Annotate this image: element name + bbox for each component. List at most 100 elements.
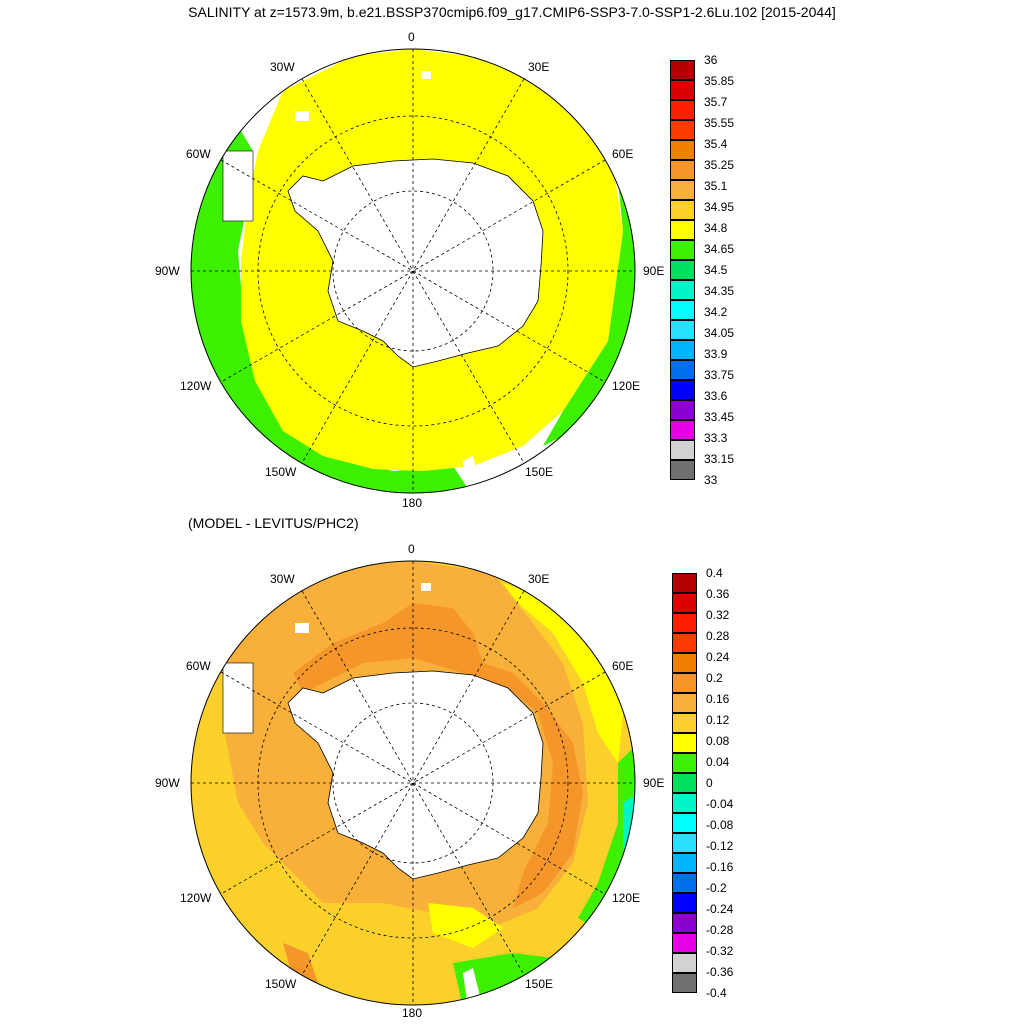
colorbar-swatch bbox=[672, 873, 697, 893]
colorbar-swatch bbox=[672, 653, 697, 673]
colorbar-swatch bbox=[672, 673, 697, 693]
lon-label-30w: 30W bbox=[270, 60, 295, 74]
colorbar-swatch bbox=[670, 240, 695, 260]
plot-title: SALINITY at z=1573.9m, b.e21.BSSP370cmip… bbox=[188, 4, 836, 20]
colorbar-swatch bbox=[670, 200, 695, 220]
colorbar-swatch bbox=[672, 773, 697, 793]
colorbar-swatch bbox=[672, 733, 697, 753]
lon-label-120w: 120W bbox=[180, 379, 212, 393]
colorbar-label: 34.05 bbox=[704, 326, 735, 340]
lon-label-120w: 120W bbox=[180, 891, 212, 905]
colorbar-swatch bbox=[672, 813, 697, 833]
lon-label-150w: 150W bbox=[265, 465, 297, 479]
colorbar-label: 34.35 bbox=[704, 284, 735, 298]
colorbar-label: 33.45 bbox=[704, 410, 735, 424]
lon-label-30e: 30E bbox=[528, 572, 550, 586]
lon-label-60e: 60E bbox=[612, 659, 634, 673]
colorbar-label: 34.95 bbox=[704, 200, 735, 214]
colorbar-label: 0.36 bbox=[706, 587, 730, 601]
lon-label-90e: 90E bbox=[643, 264, 665, 278]
colorbar-swatch bbox=[670, 360, 695, 380]
colorbar-swatch bbox=[670, 260, 695, 280]
colorbar-label: 0.4 bbox=[706, 566, 723, 580]
lon-label-120e: 120E bbox=[612, 891, 641, 905]
graticule bbox=[191, 49, 635, 493]
colorbar-swatch bbox=[672, 953, 697, 973]
colorbar-swatch bbox=[672, 833, 697, 853]
lon-label-150e: 150E bbox=[525, 977, 554, 991]
colorbar-label: 35.85 bbox=[704, 74, 735, 88]
lon-label-0: 0 bbox=[408, 30, 415, 44]
colorbar-swatch bbox=[672, 893, 697, 913]
colorbar-label: 0.32 bbox=[706, 608, 730, 622]
colorbar-swatch bbox=[670, 460, 695, 480]
colorbar-swatch bbox=[670, 100, 695, 120]
south-america-tip bbox=[222, 150, 254, 222]
lon-label-180: 180 bbox=[402, 1006, 423, 1020]
lon-label-90w: 90W bbox=[155, 776, 180, 790]
colorbar-swatch bbox=[672, 973, 697, 993]
colorbar-swatch bbox=[670, 220, 695, 240]
lon-label-60w: 60W bbox=[186, 659, 211, 673]
island-patch bbox=[421, 71, 431, 79]
diff-region-cyan-e bbox=[623, 793, 635, 873]
colorbar-swatch bbox=[670, 340, 695, 360]
colorbar-label: 0.2 bbox=[706, 671, 723, 685]
colorbar-label: 35.1 bbox=[704, 179, 728, 193]
colorbar-label: -0.4 bbox=[706, 986, 727, 1000]
colorbar-label: 35.25 bbox=[704, 158, 735, 172]
colorbar-swatch bbox=[672, 913, 697, 933]
colorbar-label: 36 bbox=[704, 53, 718, 67]
colorbar-swatch bbox=[672, 633, 697, 653]
colorbar-label: 33.75 bbox=[704, 368, 735, 382]
colorbar-swatch bbox=[672, 713, 697, 733]
colorbar-swatch bbox=[670, 380, 695, 400]
colorbar-swatch bbox=[670, 280, 695, 300]
lon-label-90e: 90E bbox=[643, 776, 665, 790]
lon-label-30e: 30E bbox=[528, 60, 550, 74]
colorbar-swatch bbox=[670, 160, 695, 180]
diff-region-orange bbox=[293, 603, 583, 908]
colorbar-label: -0.36 bbox=[706, 965, 734, 979]
colorbar-label: 33 bbox=[704, 473, 718, 487]
colorbar-swatch bbox=[672, 793, 697, 813]
colorbar-label: -0.24 bbox=[706, 902, 734, 916]
salinity-difference-polar-map bbox=[190, 560, 636, 1006]
lon-label-60e: 60E bbox=[612, 147, 634, 161]
colorbar-swatch bbox=[670, 440, 695, 460]
colorbar-swatch bbox=[670, 120, 695, 140]
colorbar-label: 0.12 bbox=[706, 713, 730, 727]
lon-label-30w: 30W bbox=[270, 572, 295, 586]
colorbar-label: 0.28 bbox=[706, 629, 730, 643]
lon-label-150e: 150E bbox=[525, 465, 554, 479]
colorbar-swatch bbox=[672, 573, 697, 593]
colorbar-swatch bbox=[670, 80, 695, 100]
colorbar-top: 36 35.85 35.7 35.55 35.4 35.25 35.1 34.95 34.8 34… bbox=[670, 53, 760, 487]
colorbar-label: 0.16 bbox=[706, 692, 730, 706]
green-region-indian bbox=[543, 49, 635, 446]
colorbar-label: -0.2 bbox=[706, 881, 727, 895]
colorbar-label: 35.55 bbox=[704, 116, 735, 130]
colorbar-label: 0 bbox=[706, 776, 713, 790]
difference-subtitle: (MODEL - LEVITUS/PHC2) bbox=[188, 515, 359, 531]
colorbar-label: 0.04 bbox=[706, 755, 730, 769]
colorbar-swatch bbox=[672, 933, 697, 953]
colorbar-label: -0.32 bbox=[706, 944, 734, 958]
colorbar-label: 33.15 bbox=[704, 452, 735, 466]
colorbar-swatch bbox=[670, 180, 695, 200]
colorbar-label: 35.4 bbox=[704, 137, 728, 151]
colorbar-label: 34.8 bbox=[704, 221, 728, 235]
colorbar-label: 34.2 bbox=[704, 305, 728, 319]
lon-label-180: 180 bbox=[402, 496, 423, 510]
colorbar-label: 0.08 bbox=[706, 734, 730, 748]
colorbar-label: -0.04 bbox=[706, 797, 734, 811]
colorbar-swatch bbox=[672, 853, 697, 873]
colorbar-label: 0.24 bbox=[706, 650, 730, 664]
colorbar-swatch bbox=[672, 753, 697, 773]
colorbar-swatch bbox=[670, 300, 695, 320]
lon-label-90w: 90W bbox=[155, 264, 180, 278]
colorbar-swatch bbox=[670, 320, 695, 340]
green-region-east-pacific bbox=[191, 126, 473, 493]
colorbar-bottom: 0.4 0.36 0.32 0.28 0.24 0.2 0.16 0.12 0.08 0.04 0 -… bbox=[672, 566, 762, 1000]
colorbar-label: 35.7 bbox=[704, 95, 728, 109]
